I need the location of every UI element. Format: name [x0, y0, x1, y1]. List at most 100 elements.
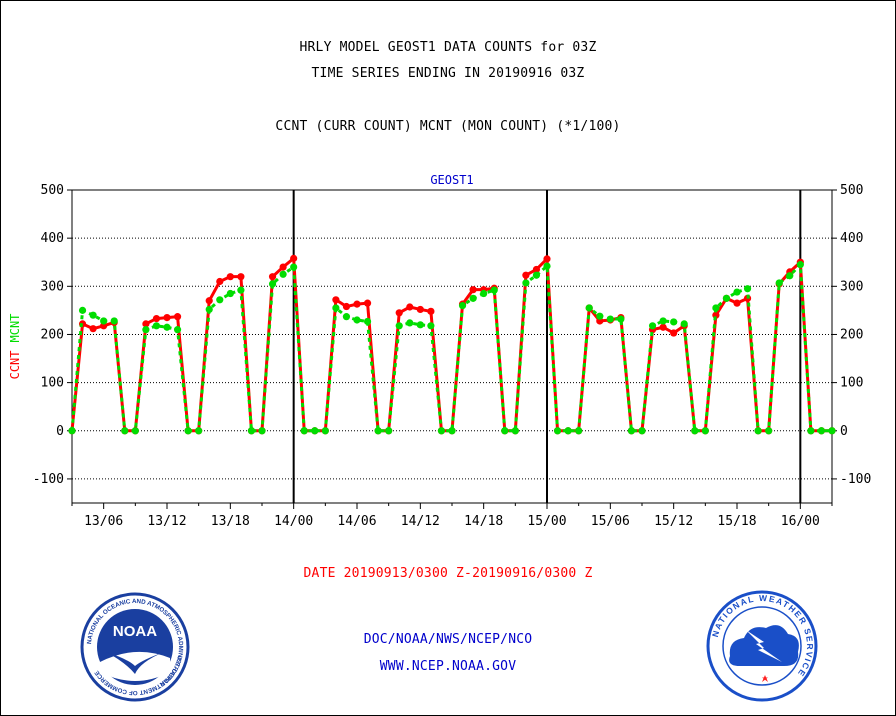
mcnt-point — [342, 313, 351, 321]
website-link[interactable]: WWW.NCEP.NOAA.GOV — [379, 659, 517, 674]
x-tick-label: 13/18 — [211, 514, 250, 529]
mcnt-point — [501, 427, 509, 435]
ccnt-line — [70, 255, 832, 433]
x-tick-label: 14/12 — [401, 514, 440, 529]
mcnt-point — [828, 427, 836, 435]
y-tick-label-right: 400 — [840, 231, 863, 246]
y-tick-label-right: -100 — [840, 472, 871, 487]
mcnt-point — [469, 294, 477, 302]
ccnt-point — [543, 255, 551, 263]
mcnt-point — [754, 427, 762, 435]
chart-title-line2: TIME SERIES ENDING IN 20190916 03Z — [311, 66, 585, 81]
y-tick-label-left: 100 — [41, 376, 64, 391]
y-tick-label-left: 0 — [56, 424, 64, 439]
mcnt-point — [268, 280, 277, 288]
mcnt-point — [511, 427, 519, 435]
mcnt-point — [321, 427, 329, 435]
mcnt-point — [173, 326, 182, 334]
ccnt-point — [427, 307, 435, 315]
mcnt-point — [807, 427, 815, 435]
ccnt-point — [522, 271, 530, 279]
mcnt-point — [786, 272, 794, 280]
mcnt-point — [142, 326, 150, 334]
mcnt-point — [216, 296, 224, 304]
mcnt-point — [437, 427, 446, 435]
mcnt-point — [627, 427, 636, 435]
mcnt-point — [195, 427, 203, 435]
noaa-center-text: NOAA — [113, 623, 157, 640]
noaa-logo: NOAA NATIONAL OCEANIC AND ATMOSPHERIC AD… — [80, 592, 190, 702]
mcnt-point — [416, 321, 424, 329]
mcnt-point — [564, 427, 572, 435]
ccnt-point — [205, 297, 213, 305]
chart-svg: -100 -100 0 0 100 100 200 200 300 300 400 400 500 500… — [8, 173, 871, 529]
mcnt-point — [575, 427, 583, 435]
plot-area-border — [71, 189, 833, 504]
ccnt-point — [173, 313, 182, 321]
mcnt-point — [247, 427, 256, 435]
mcnt-point — [733, 288, 741, 296]
mcnt-point — [765, 427, 773, 435]
mcnt-point — [775, 279, 783, 287]
x-tick-label: 14/00 — [274, 514, 313, 529]
mcnt-point — [712, 304, 720, 312]
ccnt-point — [163, 314, 171, 322]
chart-title-line1: HRLY MODEL GEOST1 DATA COUNTS for 03Z — [299, 40, 597, 55]
x-tick-label: 15/18 — [717, 514, 756, 529]
mcnt-point — [374, 427, 382, 435]
panel-title: GEOST1 — [430, 173, 473, 187]
x-tick-label: 15/00 — [527, 514, 566, 529]
mcnt-point — [311, 427, 319, 435]
ccnt-point — [226, 273, 234, 281]
y-axis-label: CCNT MCNT — [8, 314, 22, 380]
y-tick-label-right: 200 — [840, 327, 863, 342]
y-tick-label-left: 200 — [41, 327, 64, 342]
mcnt-point — [406, 319, 414, 327]
x-tick-label: 16/00 — [781, 514, 820, 529]
ccnt-point — [353, 300, 361, 308]
mcnt-point — [237, 286, 245, 294]
mcnt-point — [638, 427, 646, 435]
mcnt-point — [680, 320, 688, 328]
mcnt-point — [817, 427, 826, 435]
mcnt-point — [68, 427, 76, 435]
mcnt-point — [522, 279, 530, 287]
ccnt-point — [268, 273, 277, 281]
ccnt-point — [237, 273, 245, 281]
chart-subtitle: CCNT (CURR COUNT) MCNT (MON COUNT) (*1/1… — [275, 119, 621, 134]
mcnt-point — [226, 289, 234, 298]
mcnt-point — [121, 427, 129, 435]
mcnt-point — [110, 317, 118, 325]
org-path-label: DOC/NOAA/NWS/NCEP/NCO — [363, 632, 533, 647]
mcnt-point — [606, 315, 614, 323]
mcnt-point — [701, 427, 709, 435]
mcnt-point — [659, 317, 667, 325]
mcnt-point — [448, 427, 456, 435]
mcnt-point — [395, 322, 403, 330]
mcnt-point — [722, 294, 731, 302]
x-tick-label: 15/12 — [654, 514, 693, 529]
x-tick-label: 15/06 — [591, 514, 630, 529]
mcnt-point — [617, 315, 625, 323]
mcnt-point — [100, 317, 108, 325]
mcnt-point — [258, 427, 266, 435]
ccnt-point — [395, 309, 403, 317]
mcnt-point — [184, 427, 192, 435]
ccnt-point — [416, 305, 424, 314]
ccnt-point — [89, 325, 97, 333]
mcnt-point — [553, 427, 562, 435]
ccnt-point — [142, 320, 150, 328]
mcnt-point — [78, 306, 87, 314]
mcnt-point — [648, 322, 657, 330]
mcnt-point — [332, 304, 340, 312]
mcnt-point — [152, 322, 161, 330]
mcnt-point — [670, 318, 678, 326]
mcnt-point — [353, 316, 361, 324]
ccnt-point — [469, 286, 477, 294]
mcnt-point — [480, 289, 488, 298]
mcnt-point — [163, 323, 171, 331]
mcnt-point — [279, 270, 287, 278]
y-tick-label-left: -100 — [33, 472, 64, 487]
mcnt-point — [290, 263, 298, 271]
x-tick-label: 13/06 — [84, 514, 123, 529]
